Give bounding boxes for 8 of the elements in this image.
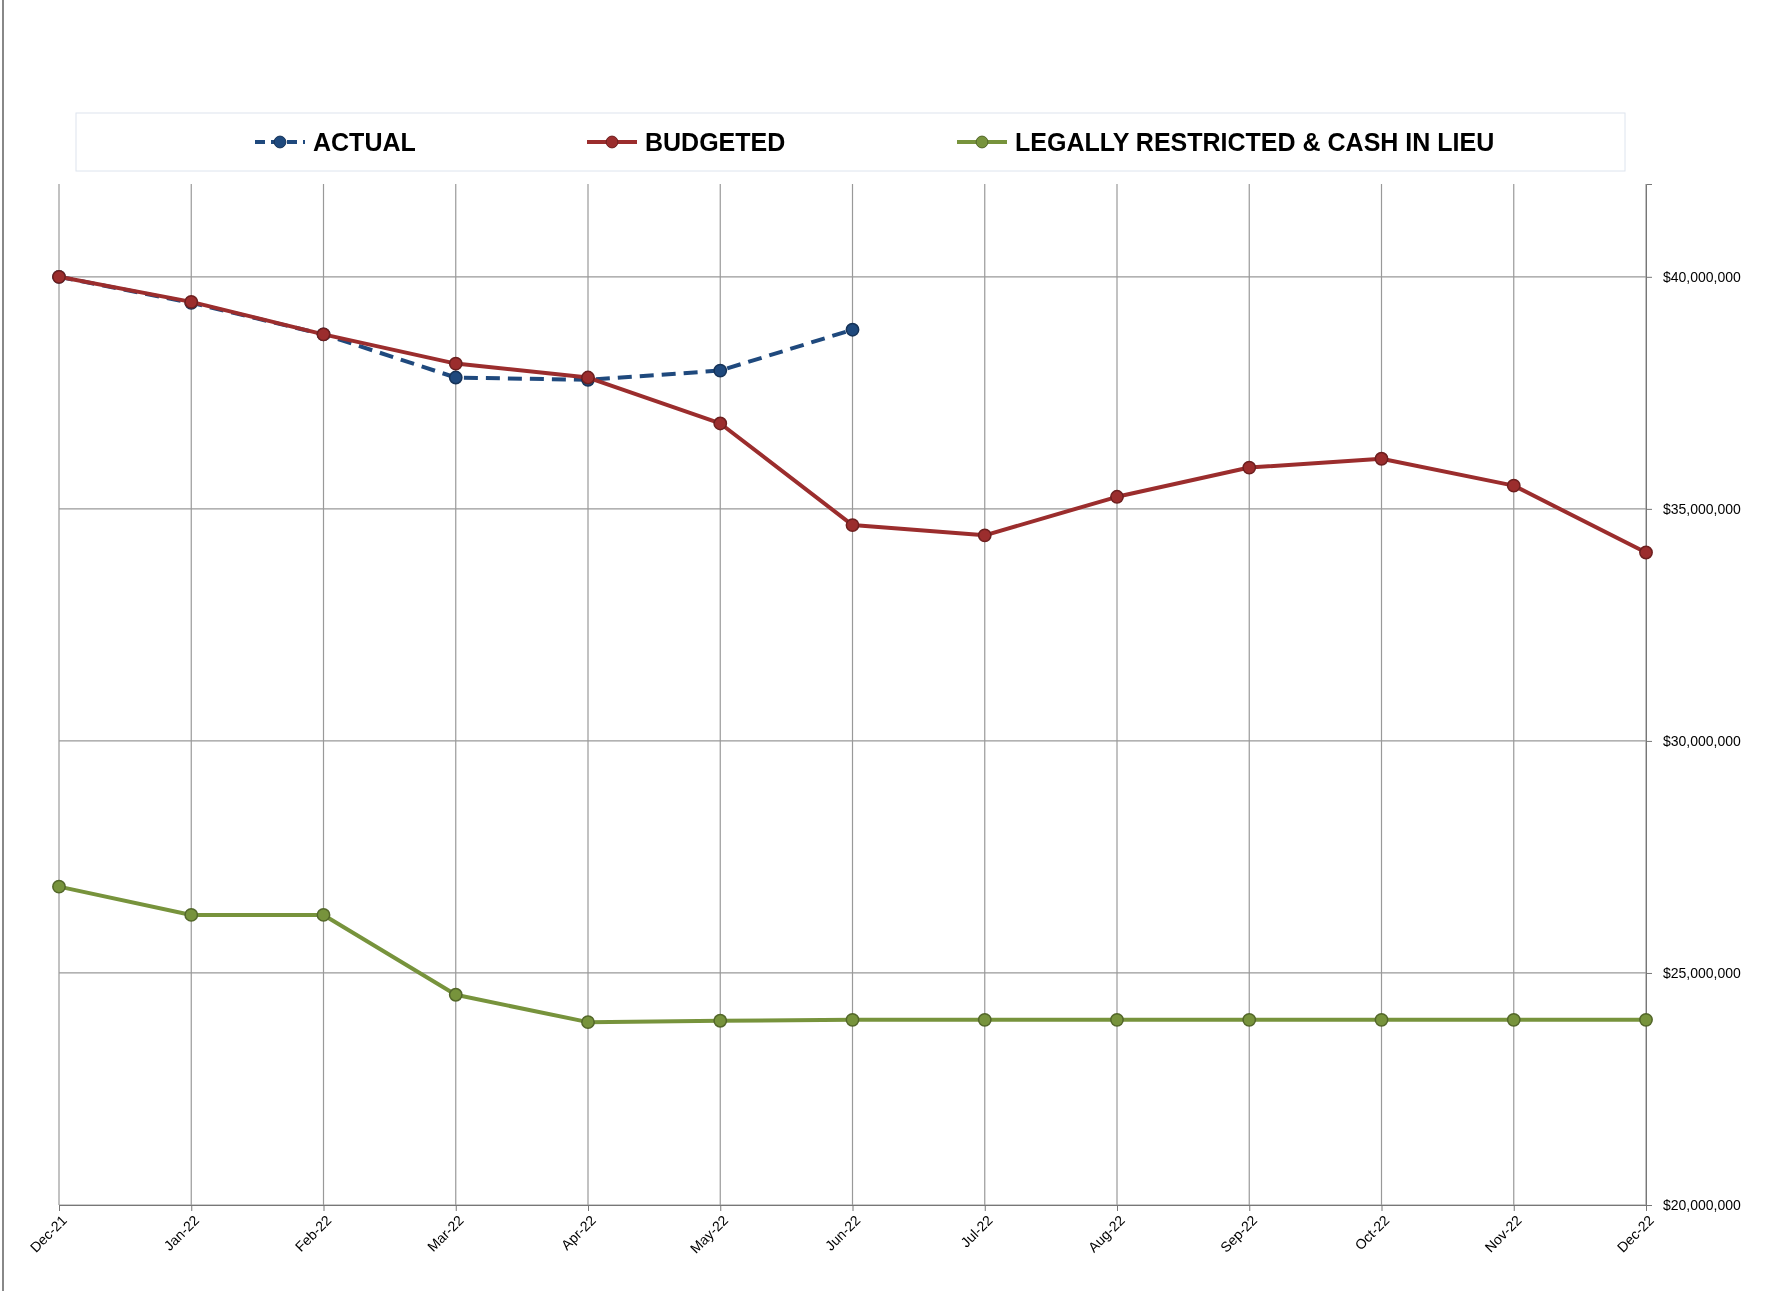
y-tick-label: $25,000,000 [1663, 964, 1742, 981]
y-tick-label: $20,000,000 [1663, 1196, 1742, 1213]
y-tick-label: $35,000,000 [1663, 500, 1742, 517]
y-tick-label: $30,000,000 [1663, 732, 1742, 749]
legend-label: ACTUAL [313, 128, 416, 156]
legend-label: BUDGETED [645, 128, 786, 156]
y-tick-label: $40,000,000 [1663, 268, 1742, 285]
legend-label: LEGALLY RESTRICTED & CASH IN LIEU [1015, 128, 1495, 156]
